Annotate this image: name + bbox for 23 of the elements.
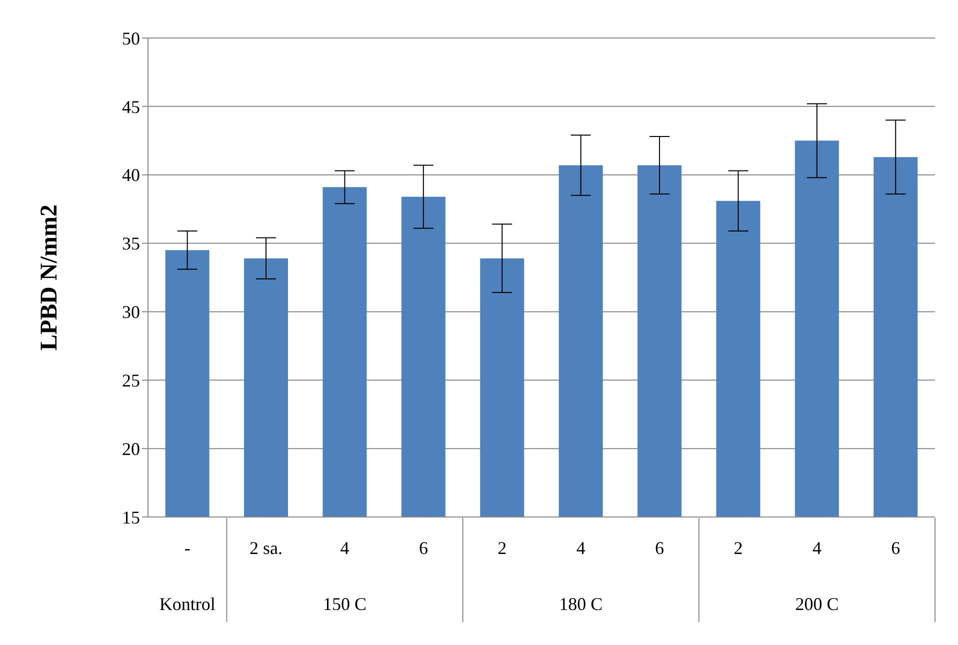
y-tick-label: 30 bbox=[122, 302, 140, 322]
x-tick-label: 4 bbox=[576, 538, 586, 558]
text: 180 C bbox=[559, 594, 603, 614]
x-tick-label: 6 bbox=[891, 538, 900, 558]
x-tick-label: 2 sa. bbox=[250, 538, 283, 558]
text: Kontrol bbox=[159, 594, 216, 614]
text: 200 C bbox=[795, 594, 839, 614]
y-tick-label: 50 bbox=[122, 28, 140, 48]
x-tick-label: - bbox=[184, 538, 190, 558]
y-tick-label: 15 bbox=[122, 507, 140, 528]
text: 150 C bbox=[322, 594, 367, 614]
y-tick-label: 20 bbox=[122, 438, 140, 459]
y-tick-label: 40 bbox=[122, 165, 140, 186]
y-tick-label: 25 bbox=[122, 370, 140, 391]
x-tick-label: 4 bbox=[340, 538, 350, 558]
y-tick-label: 35 bbox=[122, 234, 140, 254]
x-tick-label: 4 bbox=[812, 538, 822, 558]
x-tick-label: 6 bbox=[418, 538, 428, 558]
y-tick-label: 45 bbox=[122, 96, 140, 117]
x-tick-label: 2 bbox=[734, 538, 743, 558]
x-tick-label: 6 bbox=[655, 538, 664, 558]
y-axis-title: LPBD N/mm2 bbox=[36, 204, 63, 350]
x-tick-label: 2 bbox=[498, 538, 507, 558]
